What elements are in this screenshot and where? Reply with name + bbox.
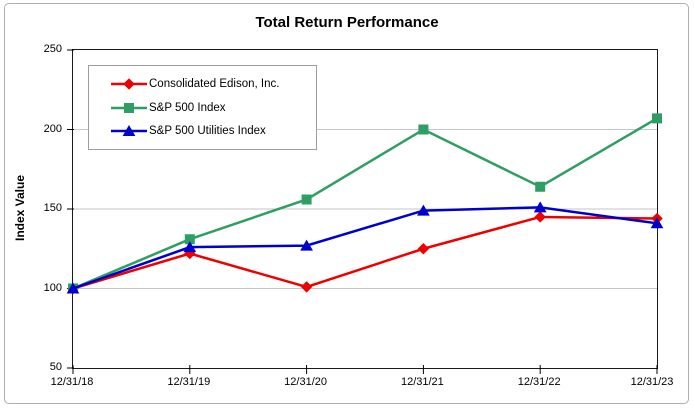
series-line-1 — [72, 117, 658, 290]
series-marker-1 — [418, 124, 429, 135]
x-tick-label: 12/31/23 — [630, 376, 674, 388]
y-tick-label: 250 — [43, 43, 62, 55]
legend-item: S&P 500 Utilities Index — [111, 125, 316, 137]
x-tick-label: 12/31/21 — [400, 376, 444, 388]
legend-marker-consolidated-edison-icon — [111, 78, 147, 90]
series-marker-0 — [300, 281, 313, 293]
series-marker-2 — [66, 282, 80, 294]
legend-label: S&P 500 Index — [149, 101, 226, 114]
legend-marker — [123, 78, 135, 90]
series-line-2 — [72, 206, 658, 290]
series-line-0 — [72, 215, 658, 290]
chart-title: Total Return Performance — [255, 14, 439, 31]
plot-canvas — [66, 49, 664, 374]
legend-marker-sp500-icon — [111, 102, 147, 113]
y-tick-label: 200 — [43, 122, 62, 135]
legend-item: S&P 500 Index — [111, 102, 316, 114]
series-marker-1 — [301, 194, 312, 205]
chart-frame-border — [4, 3, 689, 404]
legend: Consolidated Edison, Inc. S&P 500 Index … — [88, 65, 317, 150]
legend-marker — [124, 102, 134, 113]
series-marker-0 — [534, 211, 546, 223]
y-axis-title: Index Value — [13, 174, 27, 242]
y-tick-label: 100 — [43, 281, 62, 294]
legend-item: Consolidated Edison, Inc. — [111, 78, 316, 90]
y-tick-label: 150 — [43, 202, 62, 214]
x-tick-label: 12/31/22 — [517, 376, 561, 388]
x-tick-label: 12/31/18 — [50, 376, 94, 388]
legend-marker — [122, 125, 136, 137]
series-marker-1 — [184, 234, 195, 245]
series-marker-1 — [652, 113, 662, 124]
series-marker-2 — [183, 241, 197, 253]
x-tick-label: 12/31/19 — [167, 376, 211, 388]
legend-marker-sp500-utilities-icon — [111, 125, 147, 137]
series-marker-2 — [300, 239, 313, 251]
series-marker-2 — [533, 201, 547, 213]
x-tick-label: 12/31/20 — [284, 376, 327, 388]
series-marker-0 — [417, 243, 430, 255]
legend-label: S&P 500 Utilities Index — [149, 125, 266, 138]
series-marker-2 — [417, 204, 430, 216]
series-marker-1 — [535, 181, 546, 192]
y-tick-label: 50 — [49, 361, 62, 373]
legend-label: Consolidated Edison, Inc. — [149, 77, 280, 90]
series-marker-2 — [650, 217, 664, 229]
